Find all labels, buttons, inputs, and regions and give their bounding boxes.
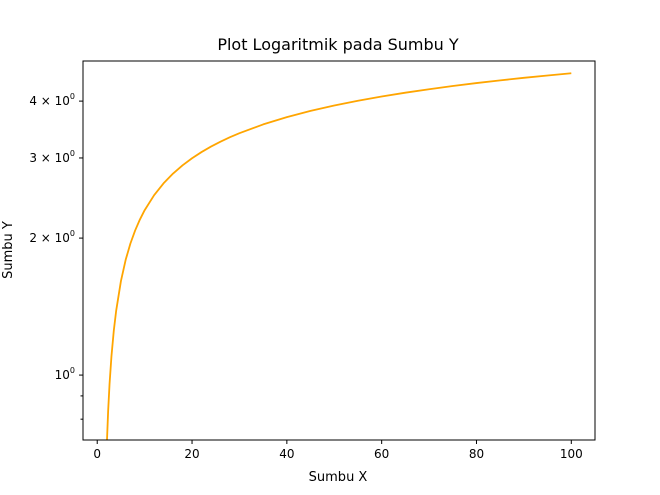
x-axis-title: Sumbu X [309, 470, 368, 485]
y-tick-label: 3 × 100 [29, 149, 75, 165]
x-tick-label: 0 [93, 447, 101, 461]
series-line [106, 72, 572, 440]
y-tick-label: 4 × 100 [29, 92, 75, 108]
y-axis: 100 2 × 100 3 × 100 4 × 100 [29, 92, 83, 420]
x-tick-label: 100 [560, 447, 583, 461]
x-tick-label: 80 [469, 447, 484, 461]
x-tick-label: 60 [374, 447, 389, 461]
y-axis-title: Sumbu Y [1, 221, 16, 279]
x-tick-label: 40 [279, 447, 294, 461]
y-tick-label: 100 [55, 366, 75, 382]
x-axis: 0 20 40 60 80 100 [93, 440, 583, 461]
plot-frame [82, 60, 596, 441]
chart-title: Plot Logaritmik pada Sumbu Y [217, 35, 459, 54]
x-tick-label: 20 [184, 447, 199, 461]
series-layer [106, 72, 572, 440]
y-tick-label: 2 × 100 [29, 229, 75, 245]
plot-area [82, 60, 596, 441]
